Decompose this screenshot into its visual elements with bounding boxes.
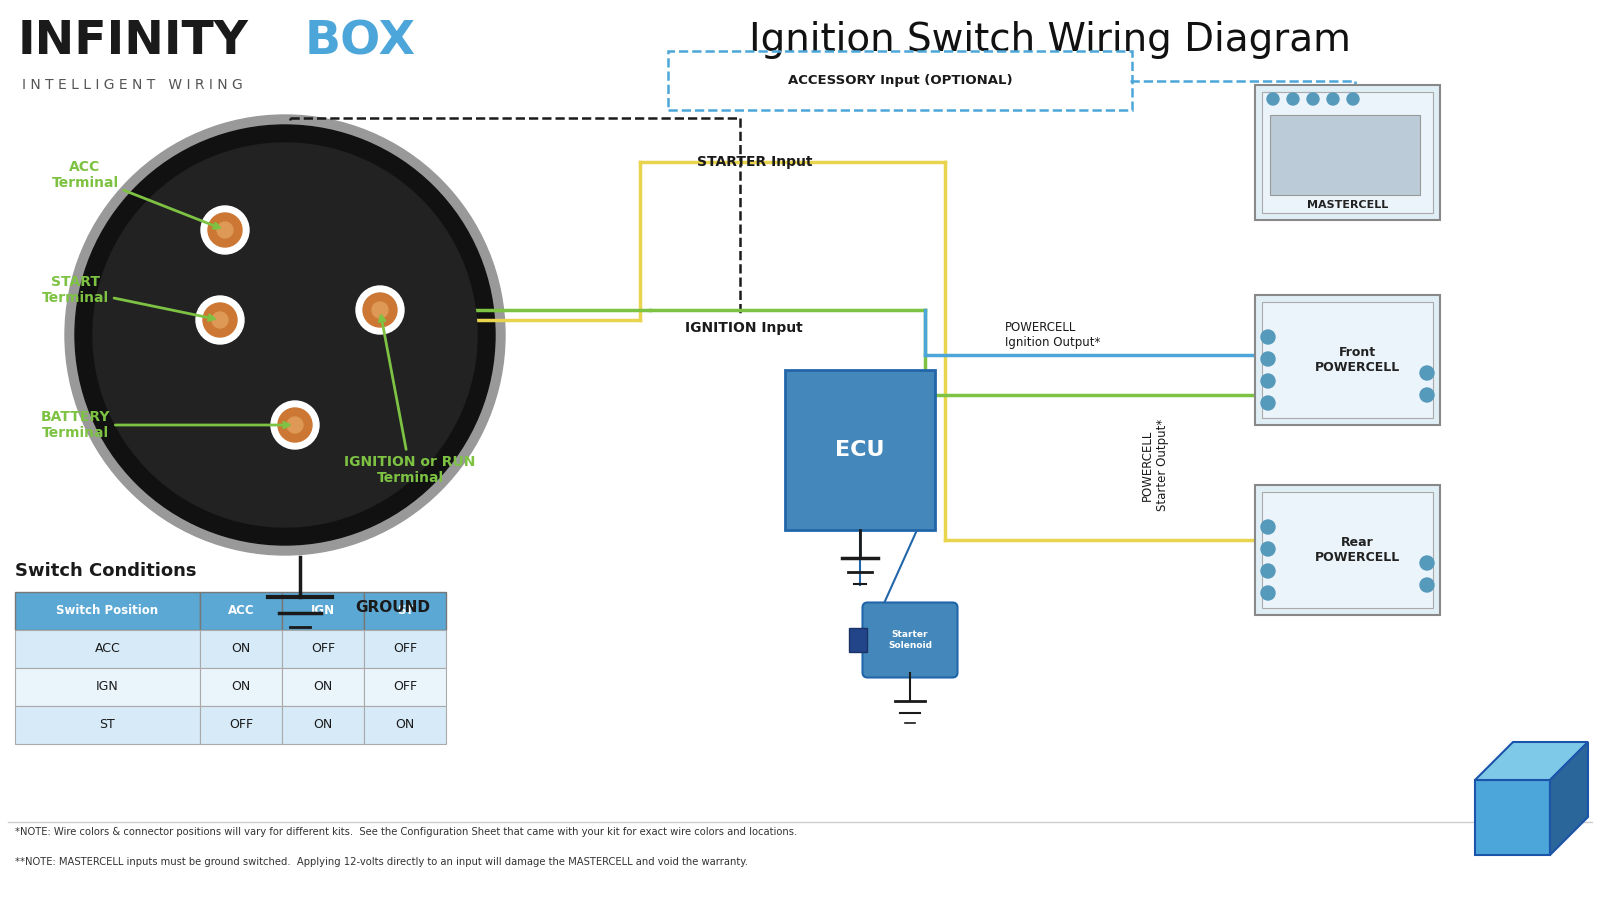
- Circle shape: [1261, 586, 1275, 600]
- Bar: [1254, 85, 1440, 220]
- Text: Ignition Switch Wiring Diagram: Ignition Switch Wiring Diagram: [749, 21, 1350, 59]
- Text: ECU: ECU: [835, 440, 885, 460]
- Circle shape: [1261, 330, 1275, 344]
- Text: **NOTE: MASTERCELL inputs must be ground switched.  Applying 12-volts directly t: **NOTE: MASTERCELL inputs must be ground…: [14, 857, 749, 867]
- Text: *NOTE: Wire colors & connector positions will vary for different kits.  See the : *NOTE: Wire colors & connector positions…: [14, 827, 797, 837]
- Circle shape: [218, 222, 234, 238]
- Text: OFF: OFF: [394, 680, 418, 694]
- Polygon shape: [1475, 742, 1587, 780]
- Circle shape: [66, 115, 506, 555]
- Circle shape: [278, 408, 312, 442]
- Circle shape: [202, 206, 250, 254]
- Text: POWERCELL
Ignition Output*: POWERCELL Ignition Output*: [1005, 321, 1101, 349]
- Text: ON: ON: [314, 680, 333, 694]
- Text: IGN: IGN: [310, 605, 334, 617]
- Bar: [363, 592, 446, 630]
- Text: STARTER Input: STARTER Input: [698, 155, 813, 169]
- Bar: [200, 592, 282, 630]
- Text: BOX: BOX: [306, 20, 416, 65]
- Circle shape: [1421, 388, 1434, 402]
- Text: Switch Conditions: Switch Conditions: [14, 562, 197, 580]
- Bar: [1254, 485, 1440, 615]
- Circle shape: [1421, 556, 1434, 570]
- Bar: [1262, 92, 1434, 213]
- Circle shape: [1261, 520, 1275, 534]
- Bar: [200, 706, 282, 744]
- Bar: [850, 628, 867, 652]
- Circle shape: [1421, 366, 1434, 380]
- Bar: [282, 592, 365, 630]
- Circle shape: [1267, 93, 1278, 105]
- Text: Switch Position: Switch Position: [56, 605, 158, 617]
- Circle shape: [208, 213, 242, 247]
- Text: Rear
POWERCELL: Rear POWERCELL: [1315, 536, 1400, 564]
- Circle shape: [1261, 396, 1275, 410]
- Text: GROUND: GROUND: [355, 599, 430, 615]
- Text: ACC: ACC: [94, 643, 120, 655]
- FancyBboxPatch shape: [862, 602, 957, 678]
- Text: Starter
Solenoid: Starter Solenoid: [888, 630, 931, 650]
- Circle shape: [211, 312, 229, 328]
- Bar: [363, 668, 446, 706]
- Circle shape: [1307, 93, 1318, 105]
- Text: ACC: ACC: [227, 605, 254, 617]
- Bar: [786, 370, 934, 530]
- Bar: [1254, 295, 1440, 425]
- Circle shape: [371, 302, 387, 318]
- Bar: [14, 630, 200, 668]
- Circle shape: [270, 401, 318, 449]
- Bar: [1262, 302, 1434, 418]
- Text: START
Terminal: START Terminal: [42, 274, 214, 320]
- Text: ACC
Terminal: ACC Terminal: [51, 160, 219, 229]
- Bar: [14, 706, 200, 744]
- Polygon shape: [1475, 780, 1550, 855]
- Bar: [282, 630, 365, 668]
- Circle shape: [93, 143, 477, 527]
- Text: ON: ON: [314, 718, 333, 732]
- Text: IGN: IGN: [96, 680, 118, 694]
- Text: ON: ON: [232, 680, 251, 694]
- Text: IGNITION or RUN
Terminal: IGNITION or RUN Terminal: [344, 316, 475, 485]
- Bar: [1262, 492, 1434, 608]
- Text: OFF: OFF: [394, 643, 418, 655]
- Circle shape: [355, 286, 403, 334]
- Circle shape: [1261, 352, 1275, 366]
- Text: Front
POWERCELL: Front POWERCELL: [1315, 346, 1400, 374]
- Text: OFF: OFF: [310, 643, 334, 655]
- Circle shape: [197, 296, 245, 344]
- Bar: [282, 668, 365, 706]
- Circle shape: [203, 303, 237, 337]
- Text: IGNITION Input: IGNITION Input: [685, 321, 803, 335]
- Circle shape: [1261, 374, 1275, 388]
- Bar: [363, 630, 446, 668]
- Bar: [363, 706, 446, 744]
- Bar: [14, 592, 200, 630]
- Bar: [1270, 115, 1421, 195]
- Circle shape: [1261, 542, 1275, 556]
- Polygon shape: [1550, 742, 1587, 855]
- Text: INFINITY: INFINITY: [18, 20, 250, 65]
- Circle shape: [363, 293, 397, 327]
- Circle shape: [1261, 564, 1275, 578]
- Text: ST: ST: [99, 718, 115, 732]
- Text: ON: ON: [232, 643, 251, 655]
- Circle shape: [1421, 578, 1434, 592]
- Text: ST: ST: [397, 605, 413, 617]
- Bar: [200, 630, 282, 668]
- Bar: [282, 706, 365, 744]
- Text: I N T E L L I G E N T   W I R I N G: I N T E L L I G E N T W I R I N G: [22, 78, 243, 92]
- Bar: [200, 668, 282, 706]
- Text: MASTERCELL: MASTERCELL: [1307, 200, 1389, 210]
- Text: POWERCELL
Starter Output*: POWERCELL Starter Output*: [1141, 418, 1170, 511]
- Bar: [14, 668, 200, 706]
- Circle shape: [1286, 93, 1299, 105]
- Text: BATTERY
Terminal: BATTERY Terminal: [40, 410, 290, 440]
- Circle shape: [1326, 93, 1339, 105]
- Text: ACCESSORY Input (OPTIONAL): ACCESSORY Input (OPTIONAL): [787, 74, 1013, 87]
- Text: ON: ON: [395, 718, 414, 732]
- Circle shape: [75, 125, 494, 545]
- Circle shape: [1347, 93, 1358, 105]
- Circle shape: [286, 417, 302, 433]
- Text: OFF: OFF: [229, 718, 253, 732]
